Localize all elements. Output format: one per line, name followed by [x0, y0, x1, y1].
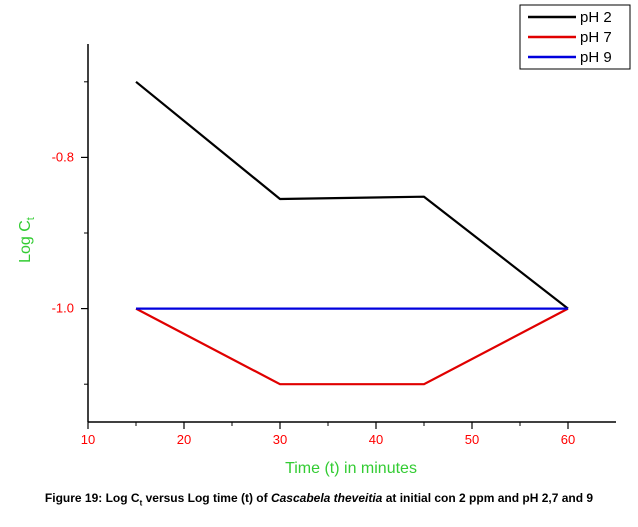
caption-prefix: Figure 19: Log C	[44, 491, 140, 505]
x-tick-label: 50	[465, 432, 479, 447]
x-tick-label: 40	[369, 432, 383, 447]
y-axis-title-main: Log C	[17, 220, 34, 263]
y-tick-label: -1.0	[52, 301, 74, 316]
x-axis-ticks: 10 20 30 40 50 60	[81, 422, 575, 447]
x-tick-label: 10	[81, 432, 95, 447]
y-tick-label: -0.8	[52, 149, 74, 164]
x-tick-label: 30	[273, 432, 287, 447]
chart: 10 20 30 40 50 60 -0.8 -1.0 Time (t) in minute…	[17, 4, 631, 477]
y-axis-title-sub: t	[25, 217, 37, 220]
y-axis-ticks: -0.8 -1.0	[52, 81, 88, 385]
figure-caption: Figure 19: Log Ct versus Log time (t) of…	[0, 491, 638, 507]
x-tick-label: 60	[561, 432, 575, 447]
caption-species: Cascabela theveitia	[270, 491, 383, 505]
caption-sub: t	[139, 498, 143, 508]
svg-text:Log Ct: Log Ct	[17, 217, 37, 263]
series-lines	[135, 80, 569, 386]
x-axis-title: Time (t) in minutes	[285, 460, 417, 477]
legend-label: pH 2	[580, 9, 612, 26]
series-line-ph-7	[135, 307, 569, 386]
legend-label: pH 7	[580, 29, 612, 46]
legend-label: pH 9	[580, 49, 612, 66]
axes	[87, 44, 616, 423]
x-tick-label: 20	[177, 432, 191, 447]
legend: pH 2 pH 7 pH 9	[519, 4, 631, 70]
caption-suffix: at initial con 2 ppm and pH 2,7 and 9	[382, 491, 594, 505]
caption-middle: versus Log time (t) of	[142, 491, 271, 505]
series-line-ph-2	[135, 80, 569, 310]
y-axis-title: Log Ct	[17, 217, 37, 263]
